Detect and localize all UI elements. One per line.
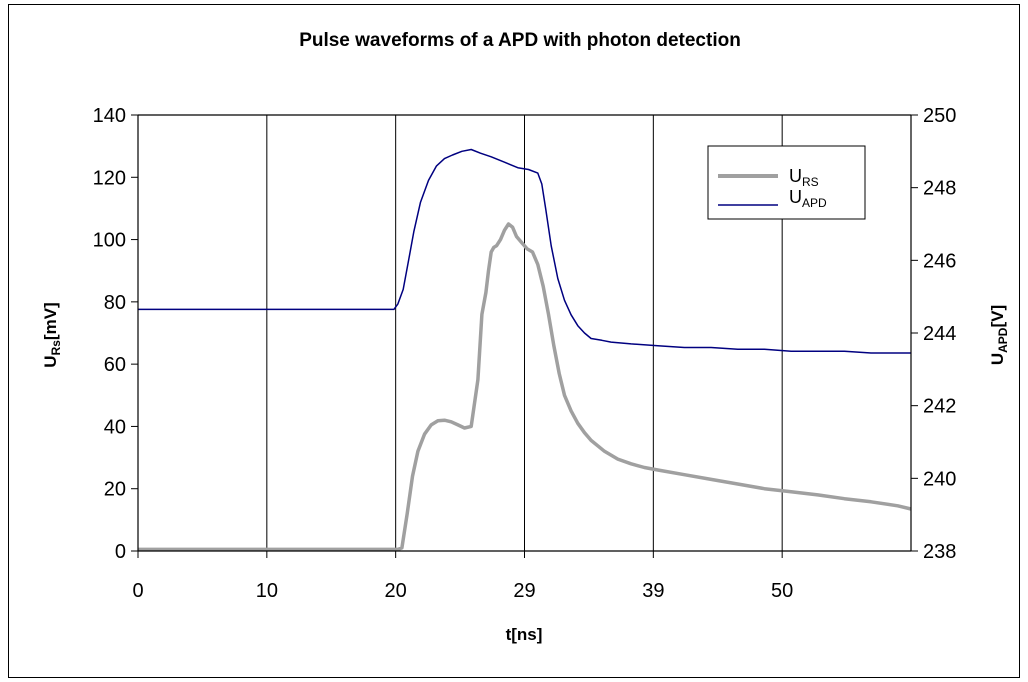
left-tick-label: 20 [104, 479, 126, 501]
legend-label-uapd: UAPD [789, 187, 827, 210]
right-axis-label: UAPD[V] [988, 305, 1010, 365]
series-line-u-rs [138, 222, 912, 552]
right-axis-ticks: 238 240 242 244 246 248 250 [911, 105, 956, 563]
x-tick-label: 50 [771, 580, 793, 602]
legend-label-urs: URS [789, 166, 819, 189]
x-axis-label: t[ns] [506, 625, 543, 644]
x-tick-label: 0 [132, 580, 143, 602]
right-tick-label: 246 [923, 250, 956, 272]
left-axis-label: URs[mV] [41, 302, 63, 367]
left-tick-label: 80 [104, 292, 126, 314]
left-axis-ticks: 0 20 40 60 80 100 120 140 [93, 105, 138, 563]
chart-title: Pulse waveforms of a APD with photon det… [299, 30, 741, 51]
left-tick-label: 120 [93, 167, 126, 189]
legend-box [707, 145, 866, 220]
series-layer [138, 148, 912, 552]
left-tick-label: 0 [115, 541, 126, 563]
x-tick-label: 10 [256, 580, 278, 602]
legend: URS UAPD [707, 145, 866, 220]
left-tick-label: 40 [104, 416, 126, 438]
right-tick-label: 240 [923, 468, 956, 490]
left-tick-label: 140 [93, 105, 126, 127]
right-tick-label: 250 [923, 105, 956, 127]
x-axis-ticks: 0 10 20 29 39 50 [132, 551, 793, 602]
right-tick-label: 238 [923, 541, 956, 563]
series-line-u-apd [138, 148, 911, 354]
left-tick-label: 60 [104, 354, 126, 376]
right-tick-label: 248 [923, 178, 956, 200]
left-tick-label: 100 [93, 230, 126, 252]
x-tick-label: 20 [385, 580, 407, 602]
x-tick-label: 39 [642, 580, 664, 602]
right-tick-label: 242 [923, 396, 956, 418]
x-tick-label: 29 [513, 580, 535, 602]
right-tick-label: 244 [923, 323, 956, 345]
